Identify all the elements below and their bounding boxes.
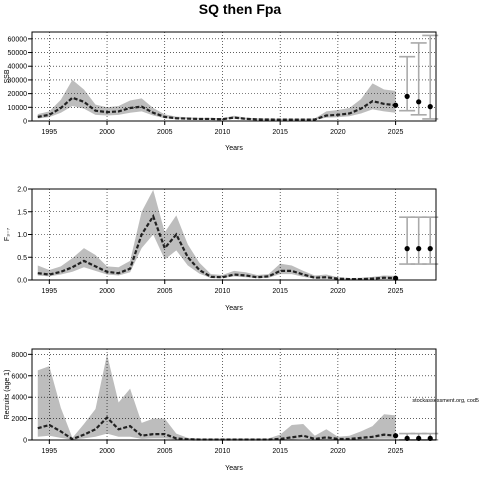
recruits-x-tick-label: 2005 [157, 448, 173, 455]
recruits-confidence-band [37, 354, 396, 440]
fishing-mortality-y-tick-label: 0.0 [17, 278, 27, 285]
recruits-x-tick-label: 2025 [388, 448, 404, 455]
ssb-x-tick-label: 2010 [215, 129, 231, 136]
ssb-x-tick-label: 2025 [388, 129, 404, 136]
recruits-x-tick-label: 1995 [42, 448, 58, 455]
ssb-last-estimate-point [393, 102, 399, 108]
recruits-y-tick-label: 8000 [11, 352, 27, 359]
recruits-x-tick-label: 2015 [272, 448, 288, 455]
recruits-x-tick-label: 2020 [330, 448, 346, 455]
ssb-y-tick-label: 50000 [8, 50, 28, 57]
ssb-x-tick-label: 1995 [42, 129, 58, 136]
fishing-mortality-x-tick-label: 2020 [330, 288, 346, 295]
fishing-mortality-y-tick-label: 1.5 [17, 209, 27, 216]
ssb-forecast-point [416, 99, 422, 105]
fishing-mortality-y-axis-label: F₃₋₇ [4, 227, 11, 241]
recruits-y-tick-label: 4000 [11, 395, 27, 402]
ssb-x-tick-label: 2000 [99, 129, 115, 136]
recruits-y-tick-label: 0 [23, 438, 27, 445]
fishing-mortality-confidence-band [37, 189, 396, 280]
ssb-forecast-point [427, 104, 433, 110]
ssb-y-axis-label: SSB [4, 69, 11, 83]
fishing-mortality-x-tick-label: 1995 [42, 288, 58, 295]
ssb-y-tick-label: 30000 [8, 77, 28, 84]
ssb-forecast-point [404, 93, 410, 99]
ssb-y-tick-label: 10000 [8, 105, 28, 112]
ssb-plot-frame [31, 31, 437, 122]
recruits-y-axis-label: Recruits (age 1) [4, 370, 11, 420]
watermark-text: stockassessment.org, cod5 [412, 398, 479, 404]
fishing-mortality-forecast-point [416, 246, 422, 252]
fishing-mortality-x-axis-label: Years [225, 305, 243, 312]
ssb-y-tick-label: 60000 [8, 36, 28, 43]
fishing-mortality-x-tick-label: 2015 [272, 288, 288, 295]
ssb-confidence-band [37, 79, 396, 121]
ssb-y-tick-label: 40000 [8, 64, 28, 71]
fishing-mortality-panel: 1995 2000 2005 2010 2015 2020 2025 0.0 0.5 1.0 1.5… [4, 187, 439, 312]
recruits-x-tick-label: 2000 [99, 448, 115, 455]
fishing-mortality-x-tick-label: 2005 [157, 288, 173, 295]
recruits-last-estimate-point [393, 433, 399, 439]
fishing-mortality-forecast-point [427, 246, 433, 252]
ssb-x-tick-label: 2015 [272, 129, 288, 136]
ssb-x-tick-label: 2005 [157, 129, 173, 136]
ssb-estimate-line [37, 96, 396, 121]
fishing-mortality-y-tick-label: 1.0 [17, 232, 27, 239]
fishing-mortality-x-tick-label: 2025 [388, 288, 404, 295]
recruits-y-tick-label: 6000 [11, 373, 27, 380]
fishing-mortality-y-tick-label: 2.0 [17, 187, 27, 194]
fishing-mortality-estimate-line [37, 213, 396, 281]
recruits-x-axis-label: Years [225, 465, 243, 472]
recruits-panel: 1995 2000 2005 2010 2015 2020 2025 0 2000 4000 600… [4, 348, 439, 472]
ssb-panel: 1995 2000 2005 2010 2015 2020 2025 0 10000 20000 3… [4, 31, 439, 152]
ssb-x-axis-label: Years [225, 145, 243, 152]
fishing-mortality-last-estimate-point [393, 275, 399, 281]
recruits-y-tick-label: 2000 [11, 416, 27, 423]
fishing-mortality-y-tick-label: 0.5 [17, 255, 27, 262]
ssb-y-tick-label: 0 [23, 119, 27, 126]
page-title: SQ then Fpa [198, 1, 282, 17]
fishing-mortality-forecast-point [404, 246, 410, 252]
recruits-plot-frame [31, 348, 437, 441]
recruits-x-tick-label: 2010 [215, 448, 231, 455]
ssb-y-tick-label: 20000 [8, 91, 28, 98]
fishing-mortality-x-tick-label: 2010 [215, 288, 231, 295]
ssb-x-tick-label: 2020 [330, 129, 346, 136]
fishing-mortality-x-tick-label: 2000 [99, 288, 115, 295]
